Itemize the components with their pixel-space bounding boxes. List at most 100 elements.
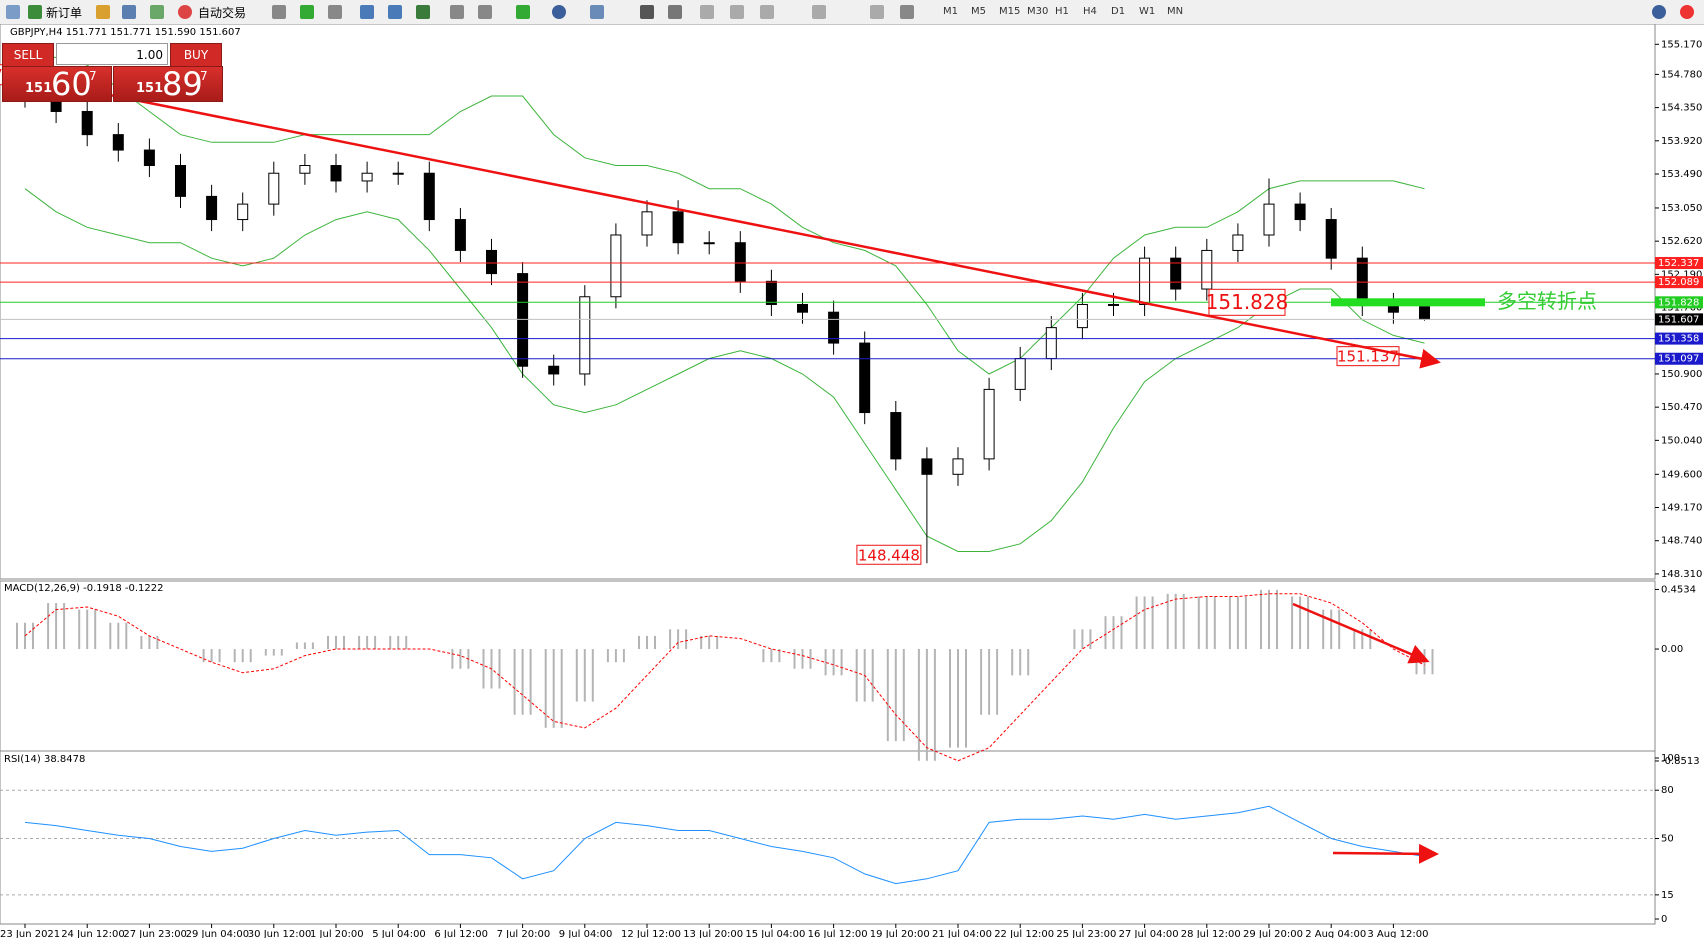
timeframe[interactable]: M1	[943, 6, 958, 17]
candle-body	[610, 234, 622, 298]
new-order[interactable]: 新订单	[46, 6, 83, 20]
icon[interactable]	[730, 5, 744, 19]
sell-price[interactable]: 151 60 7	[2, 65, 112, 103]
timeframe[interactable]: W1	[1139, 6, 1156, 17]
candle-body	[734, 242, 746, 282]
candle-body	[921, 458, 933, 475]
pivot-label: 151.828	[1206, 290, 1289, 314]
icon[interactable]	[328, 5, 342, 19]
icon[interactable]	[870, 5, 884, 19]
candle-body	[423, 172, 435, 221]
price-big: 89	[162, 65, 203, 103]
candle-body	[237, 203, 249, 221]
price-tag	[1655, 276, 1703, 289]
icon[interactable]	[6, 5, 20, 19]
rsi-line	[24, 805, 1425, 885]
candle-body	[454, 219, 466, 251]
icon[interactable]	[516, 5, 530, 19]
buy-price[interactable]: 151 89 7	[113, 65, 223, 103]
timeframe[interactable]: H1	[1055, 6, 1069, 17]
x-tick-label: 2 Aug 04:00	[1305, 929, 1366, 938]
auto-trading[interactable]: 自动交易	[198, 6, 247, 20]
candle-body	[206, 195, 218, 221]
y-tick-label: 152.620	[1661, 236, 1702, 247]
y-tick-label: 149.600	[1661, 469, 1702, 480]
y-tick-label: 150.900	[1661, 369, 1702, 380]
y-tick-label: 154.350	[1661, 103, 1702, 114]
buy-button[interactable]: BUY	[170, 43, 222, 67]
icon[interactable]	[760, 5, 774, 19]
icon[interactable]	[450, 5, 464, 19]
icon[interactable]	[122, 5, 136, 19]
price-tag-label: 151.828	[1658, 297, 1699, 308]
candle-body	[143, 149, 155, 167]
low-label: 148.448	[858, 546, 920, 564]
icon[interactable]	[812, 5, 826, 19]
icon[interactable]	[28, 5, 42, 19]
timeframe[interactable]: H4	[1083, 6, 1097, 17]
x-tick-label: 3 Aug 12:00	[1367, 929, 1428, 938]
bollinger-band	[24, 188, 1425, 552]
lots-input[interactable]: 1.00	[56, 43, 168, 65]
target-label: 151.137	[1337, 348, 1399, 366]
x-tick-label: 12 Jul 12:00	[621, 929, 681, 938]
timeframe[interactable]: MN	[1167, 6, 1184, 17]
icon[interactable]	[700, 5, 714, 19]
icon[interactable]	[1652, 5, 1666, 19]
price-tag	[1655, 296, 1703, 309]
icon[interactable]	[1680, 5, 1694, 19]
icon[interactable]	[96, 5, 110, 19]
x-tick-label: 5 Jul 04:00	[372, 929, 426, 938]
timeframe[interactable]: D1	[1111, 6, 1126, 17]
timeframe[interactable]: M30	[1027, 6, 1049, 17]
candle-body	[1232, 234, 1244, 251]
x-tick-label: 15 Jul 04:00	[745, 929, 805, 938]
icon[interactable]	[416, 5, 430, 19]
candle-body	[765, 280, 777, 305]
price-tag	[1655, 352, 1703, 365]
candle-body	[828, 311, 840, 344]
candle-body	[579, 296, 591, 375]
candle-body	[361, 172, 373, 182]
icon[interactable]	[552, 5, 566, 19]
icon[interactable]	[640, 5, 654, 19]
x-tick-label: 23 Jun 2021	[0, 929, 60, 938]
icon[interactable]	[178, 5, 192, 19]
y-tick-label: 150.470	[1661, 402, 1702, 413]
icon[interactable]	[388, 5, 402, 19]
icon[interactable]	[360, 5, 374, 19]
pivot-bar	[1331, 298, 1485, 307]
icon[interactable]	[590, 5, 604, 19]
candle-body	[1294, 203, 1306, 221]
y-tick-label: 154.780	[1661, 69, 1702, 80]
sell-button[interactable]: SELL	[2, 43, 54, 67]
candle-body	[672, 211, 684, 244]
timeframe[interactable]: M5	[971, 6, 986, 17]
icon[interactable]	[900, 5, 914, 19]
candle-body	[1419, 306, 1430, 320]
icon[interactable]	[150, 5, 164, 19]
y-tick-label: 148.740	[1661, 536, 1702, 547]
price-prefix: 151	[25, 81, 53, 96]
candle-body	[859, 342, 871, 414]
candle-body	[1014, 358, 1026, 390]
chart-title: GBPJPY,H4 151.771 151.771 151.590 151.60…	[10, 27, 241, 38]
price-tag-label: 152.337	[1658, 258, 1699, 269]
timeframe[interactable]: M15	[999, 6, 1021, 17]
icon[interactable]	[478, 5, 492, 19]
icon[interactable]	[272, 5, 286, 19]
price-tag-label: 151.607	[1658, 314, 1699, 325]
icon[interactable]	[668, 5, 682, 19]
price-sup: 7	[200, 69, 208, 83]
candle-body	[952, 458, 964, 475]
candle-body	[641, 211, 653, 236]
candle-body	[983, 388, 995, 460]
candle-body	[890, 412, 902, 460]
y-tick-label: 155.170	[1661, 39, 1702, 50]
price-tag	[1655, 257, 1703, 270]
y-tick-label: 152.190	[1661, 269, 1702, 280]
candle-body	[1108, 303, 1119, 306]
y-tick-label: 149.170	[1661, 503, 1702, 514]
icon[interactable]	[300, 5, 314, 19]
